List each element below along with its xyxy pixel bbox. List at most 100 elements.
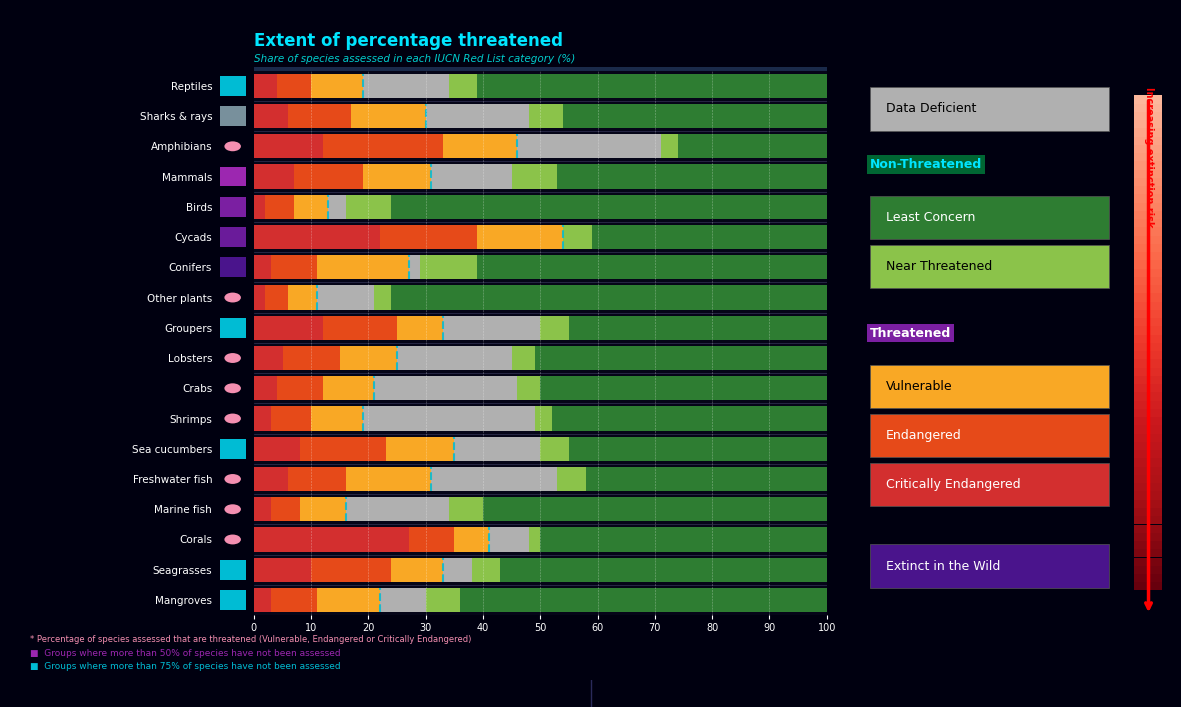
- Bar: [1134, 376, 1162, 384]
- Bar: [254, 255, 272, 279]
- Bar: [1134, 467, 1162, 475]
- Bar: [1134, 310, 1162, 318]
- Bar: [557, 467, 586, 491]
- Bar: [409, 527, 455, 551]
- Bar: [254, 407, 272, 431]
- Bar: [266, 286, 288, 310]
- FancyBboxPatch shape: [869, 544, 1109, 588]
- Bar: [1134, 104, 1162, 112]
- Bar: [1134, 343, 1162, 351]
- Bar: [1134, 426, 1162, 433]
- Bar: [471, 558, 501, 582]
- Bar: [535, 407, 552, 431]
- Bar: [276, 376, 322, 400]
- Bar: [477, 255, 827, 279]
- FancyBboxPatch shape: [869, 87, 1109, 131]
- Bar: [391, 194, 827, 219]
- Bar: [254, 497, 272, 521]
- Bar: [328, 194, 346, 219]
- FancyBboxPatch shape: [869, 196, 1109, 240]
- Bar: [363, 165, 431, 189]
- Bar: [317, 588, 380, 612]
- Bar: [1134, 384, 1162, 392]
- Bar: [288, 104, 351, 128]
- Bar: [272, 407, 311, 431]
- Text: Extinct in the Wild: Extinct in the Wild: [886, 560, 1000, 573]
- Text: Near Threatened: Near Threatened: [886, 260, 992, 273]
- Bar: [1134, 228, 1162, 235]
- Bar: [529, 104, 563, 128]
- Bar: [569, 437, 827, 461]
- Bar: [511, 165, 557, 189]
- Bar: [1134, 260, 1162, 269]
- Bar: [1134, 516, 1162, 525]
- Bar: [300, 437, 386, 461]
- Bar: [386, 437, 455, 461]
- Bar: [1134, 277, 1162, 285]
- Bar: [660, 134, 678, 158]
- Bar: [363, 74, 449, 98]
- Bar: [1134, 112, 1162, 120]
- Bar: [517, 134, 660, 158]
- Text: ■  Groups where more than 75% of species have not been assessed: ■ Groups where more than 75% of species …: [30, 662, 340, 671]
- Bar: [461, 588, 827, 612]
- Bar: [1134, 136, 1162, 145]
- Bar: [449, 74, 477, 98]
- Bar: [1134, 359, 1162, 368]
- Bar: [317, 286, 374, 310]
- Bar: [1134, 459, 1162, 467]
- FancyBboxPatch shape: [869, 462, 1109, 506]
- Bar: [1134, 392, 1162, 401]
- Bar: [363, 407, 535, 431]
- Bar: [1134, 450, 1162, 458]
- Bar: [276, 74, 311, 98]
- Bar: [254, 134, 322, 158]
- Bar: [346, 497, 449, 521]
- Text: Vulnerable: Vulnerable: [886, 380, 953, 393]
- Bar: [1134, 235, 1162, 244]
- Bar: [1134, 252, 1162, 260]
- Bar: [1134, 194, 1162, 202]
- Bar: [272, 255, 317, 279]
- Bar: [1134, 95, 1162, 103]
- Bar: [540, 315, 569, 340]
- Bar: [322, 376, 374, 400]
- Bar: [1134, 491, 1162, 500]
- Bar: [254, 74, 276, 98]
- Bar: [272, 497, 300, 521]
- Bar: [1134, 269, 1162, 277]
- Bar: [1134, 318, 1162, 327]
- Text: Data Deficient: Data Deficient: [886, 103, 977, 115]
- Bar: [449, 497, 483, 521]
- Text: Critically Endangered: Critically Endangered: [886, 478, 1020, 491]
- Bar: [569, 315, 827, 340]
- Bar: [511, 346, 535, 370]
- Text: Threatened: Threatened: [869, 327, 951, 339]
- Bar: [489, 527, 529, 551]
- Bar: [1134, 409, 1162, 417]
- Bar: [254, 315, 322, 340]
- Bar: [288, 467, 346, 491]
- Text: Endangered: Endangered: [886, 429, 961, 442]
- Bar: [1134, 186, 1162, 194]
- Bar: [557, 165, 827, 189]
- Bar: [254, 104, 288, 128]
- Bar: [254, 527, 409, 551]
- Bar: [477, 225, 563, 249]
- Bar: [311, 558, 391, 582]
- Bar: [380, 225, 477, 249]
- Bar: [592, 225, 827, 249]
- Bar: [1134, 484, 1162, 491]
- Bar: [1134, 525, 1162, 532]
- Bar: [1134, 170, 1162, 177]
- Bar: [678, 134, 827, 158]
- Bar: [425, 588, 461, 612]
- Bar: [431, 165, 511, 189]
- Text: Non-Threatened: Non-Threatened: [869, 158, 983, 171]
- Bar: [294, 165, 363, 189]
- Bar: [317, 255, 409, 279]
- Bar: [1134, 161, 1162, 170]
- Bar: [586, 467, 827, 491]
- Bar: [254, 194, 266, 219]
- Bar: [535, 346, 827, 370]
